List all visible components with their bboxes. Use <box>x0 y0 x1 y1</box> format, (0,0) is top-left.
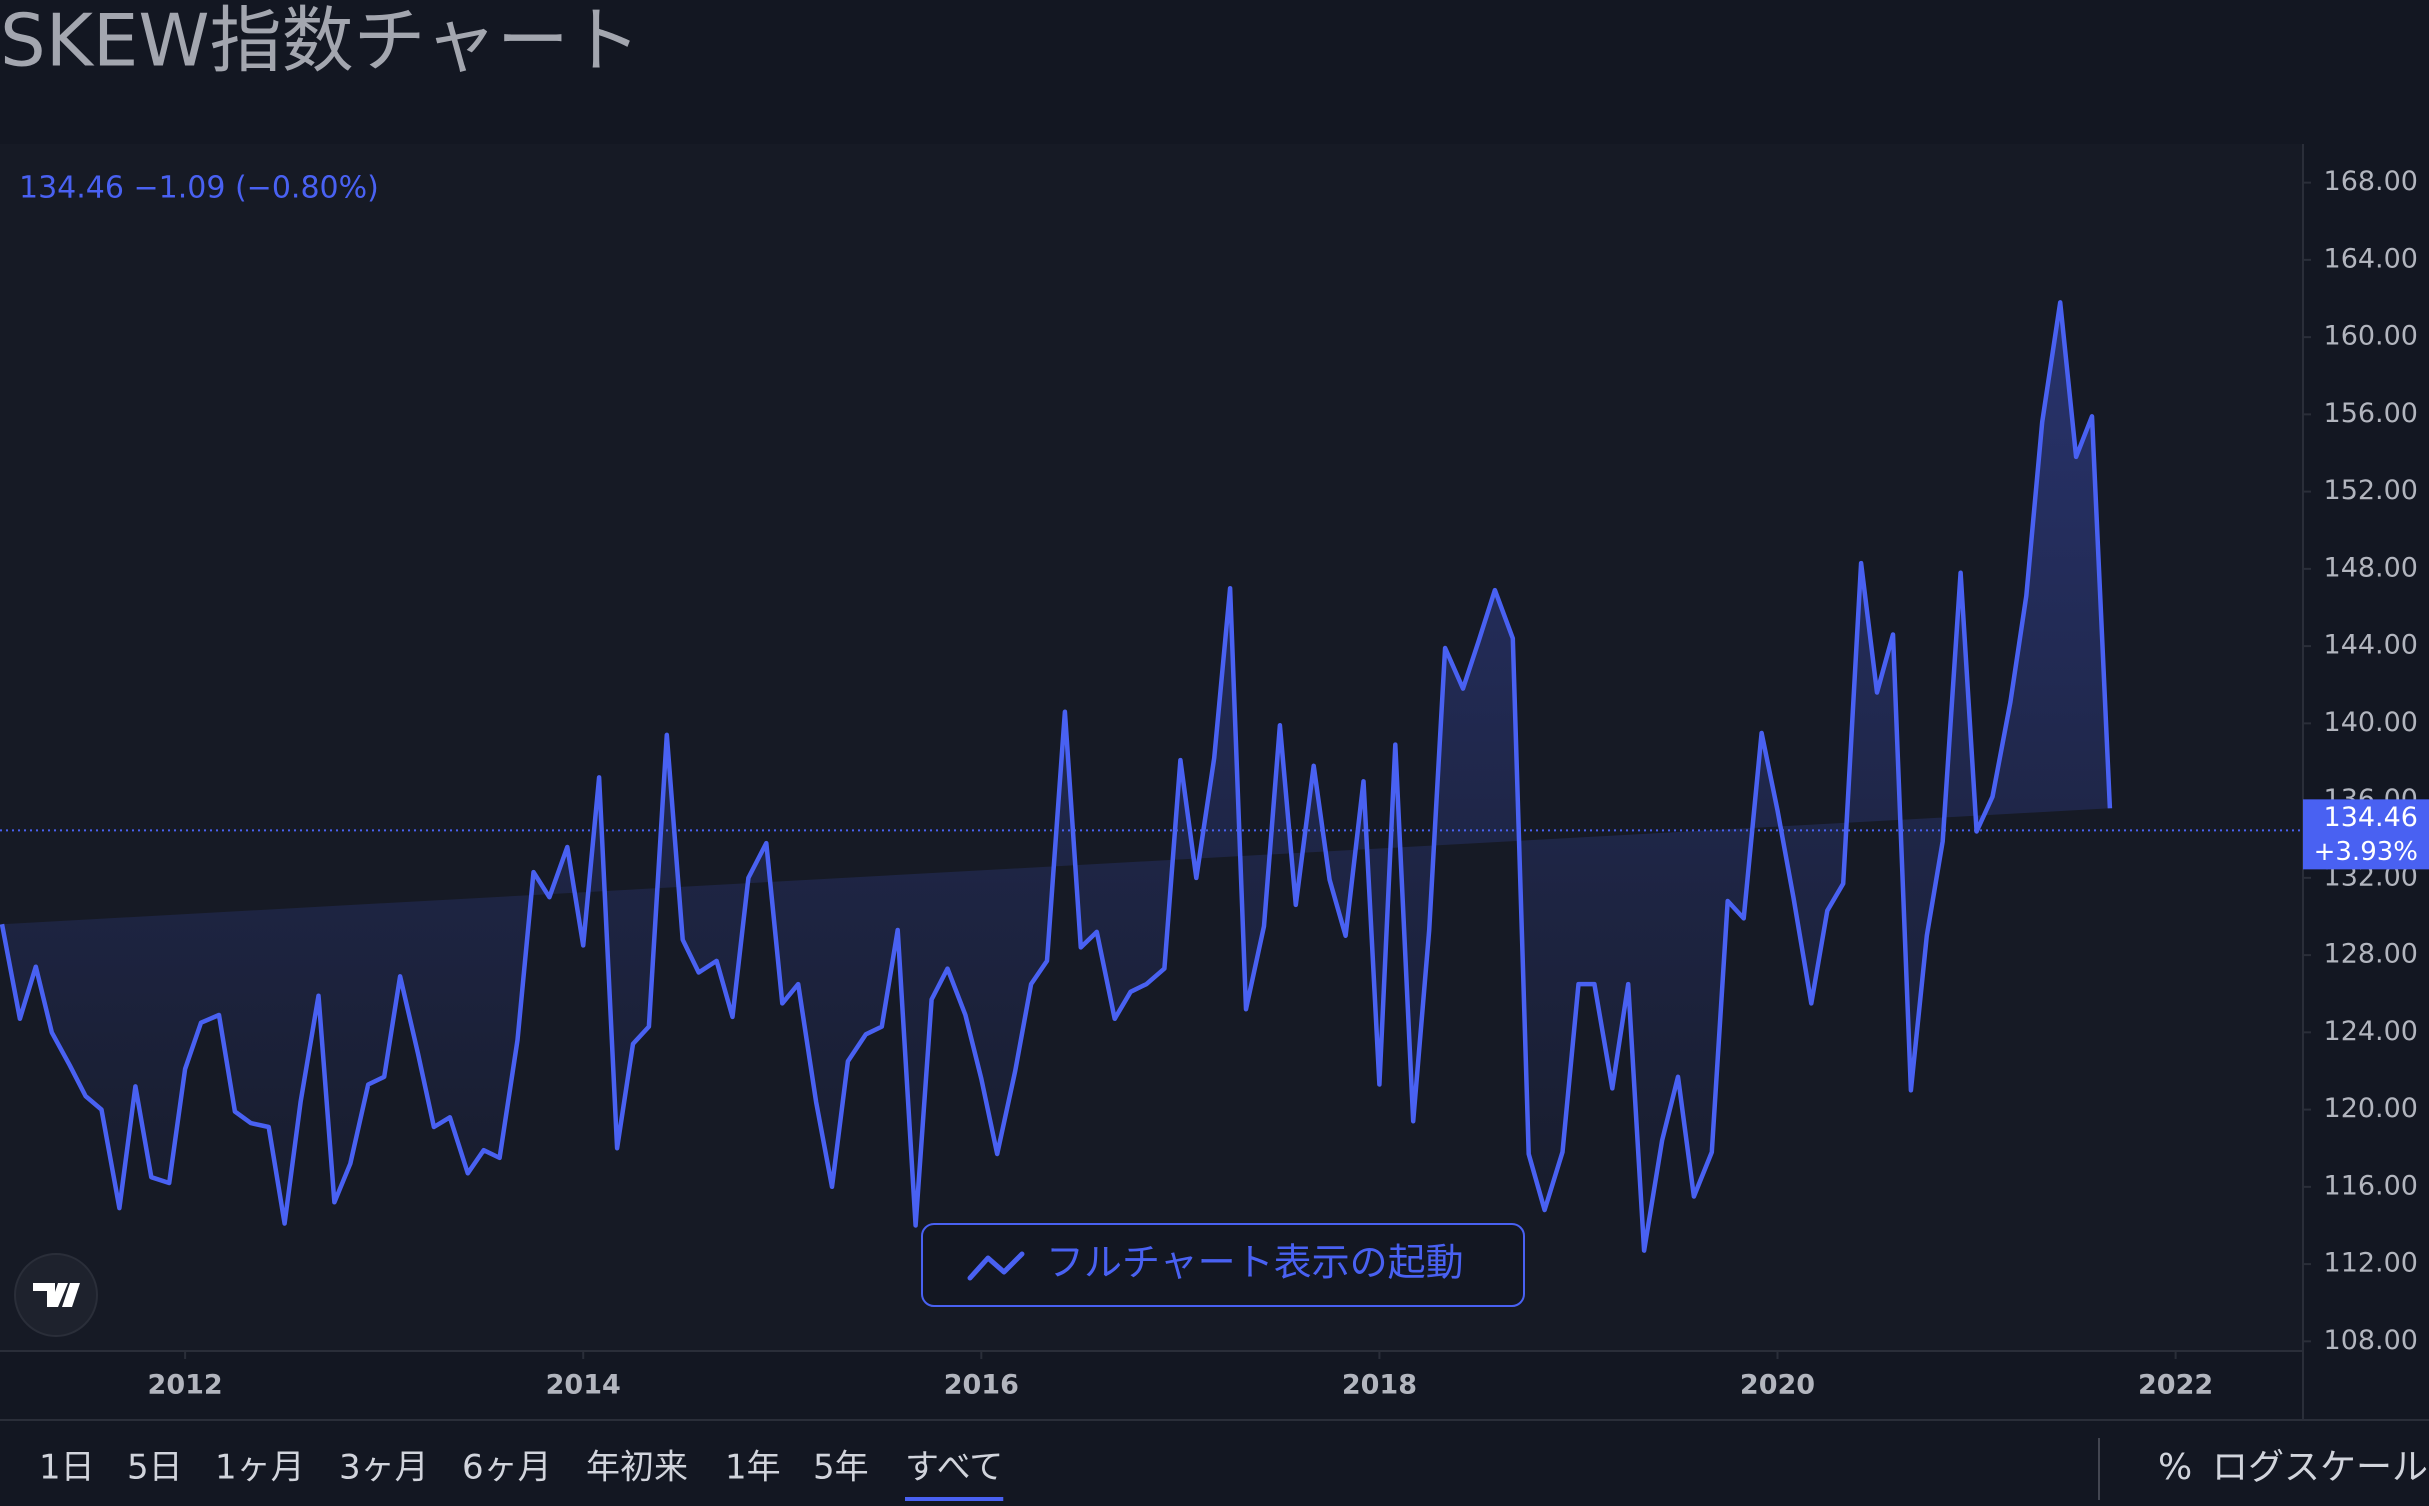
range-button[interactable]: 1日 <box>39 1448 95 1488</box>
x-tick-label: 2012 <box>148 1370 223 1401</box>
active-underline <box>905 1497 1004 1501</box>
price-line <box>0 300 2113 1253</box>
y-tick-label: 128.00 <box>2324 939 2418 970</box>
log-scale-toggle[interactable]: ログスケール <box>2212 1447 2428 1488</box>
y-tick-label: 156.00 <box>2324 398 2418 429</box>
y-tick-label: 120.00 <box>2324 1093 2418 1124</box>
x-tick-label: 2014 <box>546 1370 621 1401</box>
y-tick-label: 124.00 <box>2324 1016 2418 1047</box>
x-tick-label: 2022 <box>2138 1370 2213 1401</box>
x-tick-label: 2020 <box>1740 1370 1815 1401</box>
range-button[interactable]: 6ヶ月 <box>462 1448 552 1488</box>
x-tick-label: 2016 <box>944 1370 1019 1401</box>
range-button[interactable]: 5日 <box>127 1448 183 1488</box>
y-tick-label: 168.00 <box>2324 166 2418 197</box>
chart-title: SKEW指数チャート <box>0 0 641 83</box>
y-tick-label: 112.00 <box>2324 1248 2418 1279</box>
plot <box>0 300 2303 1253</box>
percent-toggle[interactable]: % <box>2158 1447 2192 1488</box>
range-button[interactable]: すべて <box>905 1448 1003 1488</box>
y-tick-label: 148.00 <box>2324 552 2418 583</box>
y-tick-label: 116.00 <box>2324 1170 2418 1201</box>
price-tag-value: 134.46 <box>2324 802 2418 833</box>
range-button[interactable]: 年初来 <box>586 1448 688 1488</box>
x-tick-label: 2018 <box>1342 1370 1417 1401</box>
y-tick-label: 140.00 <box>2324 707 2418 738</box>
logo-glyph <box>33 1283 80 1307</box>
button-frame[interactable] <box>921 1223 1525 1307</box>
y-tick-label: 108.00 <box>2324 1325 2418 1356</box>
range-button[interactable]: 3ヶ月 <box>339 1448 429 1488</box>
button-icon <box>967 1251 1025 1281</box>
button-label[interactable]: フルチャート表示の起動 <box>1046 1241 1464 1285</box>
plot-area <box>0 144 2303 1351</box>
range-button[interactable]: 1ヶ月 <box>215 1448 305 1488</box>
price-tag-change: +3.93% <box>2314 837 2418 867</box>
y-tick-label: 160.00 <box>2324 321 2418 352</box>
launch-button[interactable]: フルチャート表示の起動 <box>921 1223 1525 1307</box>
range-button[interactable]: 5年 <box>813 1448 869 1488</box>
y-tick-label: 152.00 <box>2324 475 2418 506</box>
y-tick-label: 144.00 <box>2324 630 2418 661</box>
y-tick-label: 164.00 <box>2324 243 2418 274</box>
price-tag <box>2303 799 2429 870</box>
range-button[interactable]: 1年 <box>725 1448 781 1488</box>
legend-readout: 134.46 −1.09 (−0.80%) <box>19 171 379 206</box>
